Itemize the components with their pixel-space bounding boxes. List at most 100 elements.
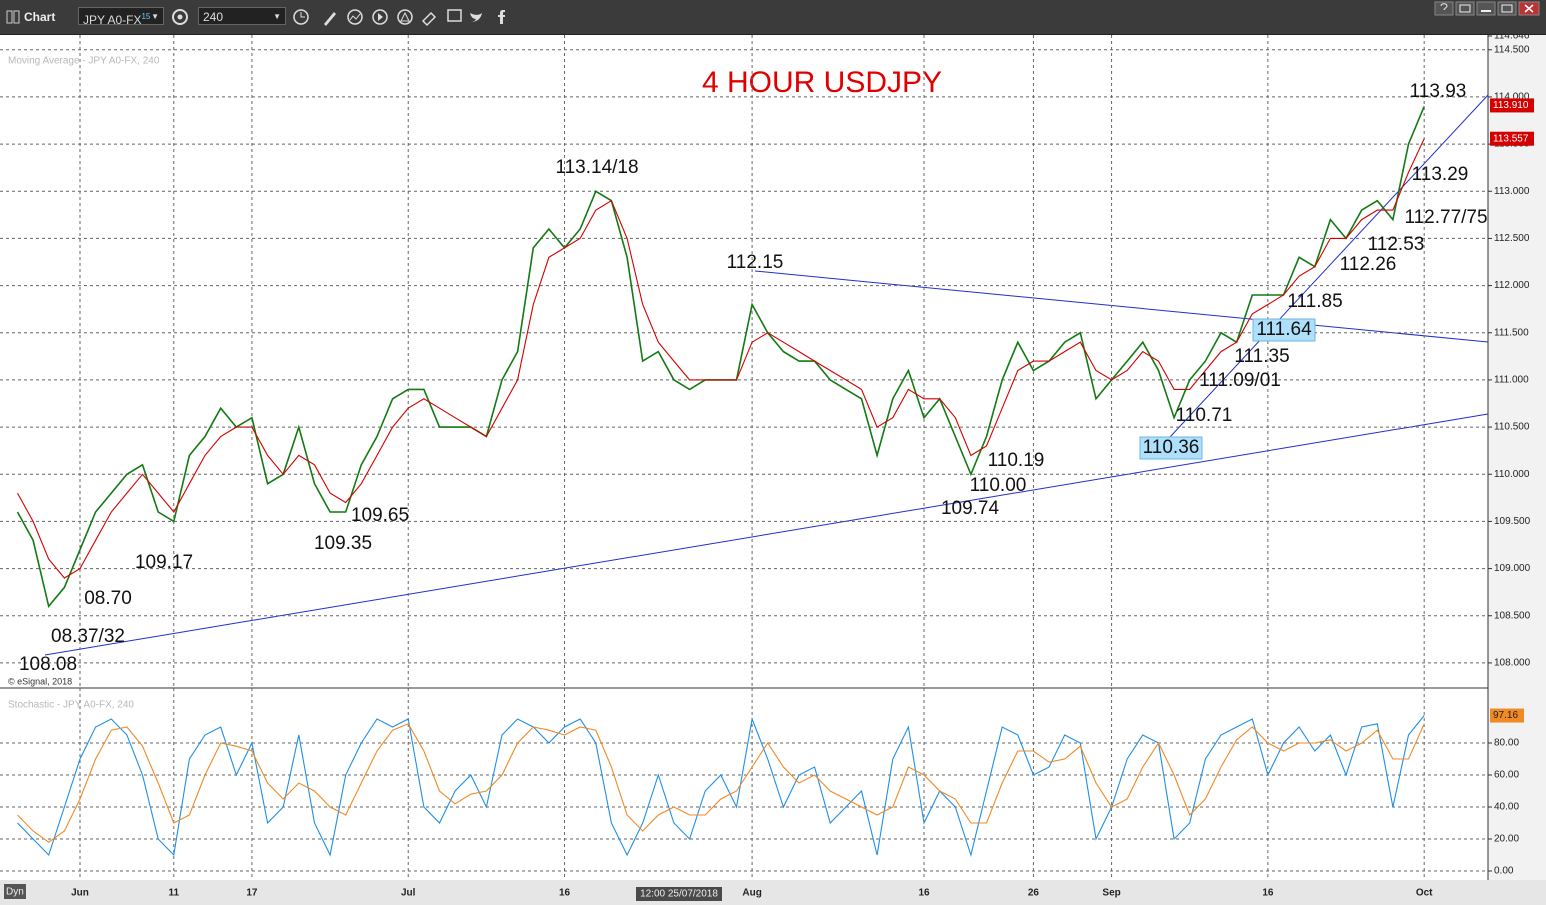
alert-tool[interactable] xyxy=(397,9,413,25)
price-tag xyxy=(1490,98,1534,113)
x-tick-label: 17 xyxy=(246,888,258,899)
interval: 240 xyxy=(203,10,224,24)
annotation: 108.08 xyxy=(19,654,77,675)
clock-tool[interactable] xyxy=(293,9,309,25)
x-tick-label: 16 xyxy=(918,888,930,899)
minimize-button[interactable] xyxy=(1476,1,1496,16)
annotation: 112.15 xyxy=(727,252,784,273)
y-tick-label: 111.000 xyxy=(1494,375,1529,386)
x-tick-label: Aug xyxy=(742,888,761,899)
y-tick-label: 80.00 xyxy=(1494,738,1519,749)
twitter-tool[interactable] xyxy=(470,13,482,22)
price-tag-label: 113.910 xyxy=(1493,100,1529,111)
y-tick-label: 0.00 xyxy=(1494,866,1514,877)
y-tick-label: 110.500 xyxy=(1494,422,1530,433)
annotation: 112.26 xyxy=(1340,254,1397,275)
annotation: 112.53 xyxy=(1368,234,1425,255)
mode-box[interactable] xyxy=(4,884,26,899)
chart: 4 HOUR USDJPY Moving Average - JPY A0-FX… xyxy=(0,35,1546,905)
y-tick-label: 111.500 xyxy=(1494,327,1529,338)
y-tick-label: 108.000 xyxy=(1494,658,1531,669)
series-line xyxy=(17,715,1425,858)
series-line xyxy=(16,106,1425,609)
annotation: 08.70 xyxy=(84,588,132,609)
window-title: Chart xyxy=(24,10,56,24)
annotation: 110.71 xyxy=(1176,405,1233,426)
x-tick-label: Sep xyxy=(1102,888,1120,899)
symbol: JPY A0-FX xyxy=(83,13,142,27)
annotation: 08.37/32 xyxy=(51,626,125,647)
symbol-input[interactable]: JPY A0-FX15 ▼ xyxy=(78,7,164,27)
pen-tool[interactable] xyxy=(324,12,336,26)
y-tick-label: 114.646 xyxy=(1494,35,1530,42)
stoch-tag-label: 97.16 xyxy=(1493,710,1518,721)
annotation: 110.00 xyxy=(970,475,1027,496)
y-tick-label: 112.500 xyxy=(1494,233,1530,244)
play-tool[interactable] xyxy=(372,9,388,25)
annotation: 111.35 xyxy=(1234,346,1289,367)
link-tool[interactable] xyxy=(421,11,437,27)
tool-icons xyxy=(293,9,505,27)
y-tick-label: 40.00 xyxy=(1494,802,1519,813)
crosshair-time: 12:00 25/07/2018 xyxy=(640,889,718,900)
toolbar: Chart JPY A0-FX15 ▼ 240 ▼ xyxy=(0,0,1546,35)
annotation: 113.29 xyxy=(1412,164,1469,185)
annotation: 111.64 xyxy=(1256,319,1312,340)
x-tick-label: Jul xyxy=(401,888,416,899)
annotation: 111.85 xyxy=(1287,291,1342,312)
stoch-tag xyxy=(1490,708,1524,723)
annotation: 109.65 xyxy=(351,505,409,526)
y-tick-label: 112.000 xyxy=(1494,280,1530,291)
ma-tag-label: 113.557 xyxy=(1493,133,1529,144)
y-tick-label: 109.500 xyxy=(1494,516,1531,527)
annotation: 109.17 xyxy=(135,552,193,573)
settings-button[interactable] xyxy=(170,7,190,27)
annotation-box xyxy=(1139,436,1203,460)
line-tool[interactable] xyxy=(347,9,363,25)
chart-title: 4 HOUR USDJPY xyxy=(702,66,942,99)
study-label: Stochastic - JPY A0-FX, 240 xyxy=(8,700,134,711)
y-tick-label: 109.000 xyxy=(1494,563,1531,574)
trend-line xyxy=(44,413,1489,656)
annotation: 109.35 xyxy=(314,533,372,554)
interval-input[interactable]: 240 ▼ xyxy=(198,7,286,25)
annotation-box xyxy=(1252,318,1316,342)
facebook-tool[interactable] xyxy=(498,10,505,24)
float-button[interactable] xyxy=(1455,1,1475,16)
annotation: 109.74 xyxy=(941,498,1000,519)
y-tick-label: 110.000 xyxy=(1494,469,1530,480)
x-tick-label: 16 xyxy=(1262,888,1274,899)
trend-line xyxy=(1169,94,1489,438)
y-tick-label: 60.00 xyxy=(1494,770,1519,781)
trend-line xyxy=(754,270,1489,343)
help-button[interactable] xyxy=(1434,1,1454,16)
annotation: 110.36 xyxy=(1143,437,1200,458)
annotation: 112.77/75 xyxy=(1404,207,1487,228)
y-tick-label: 20.00 xyxy=(1494,834,1519,845)
annotation: 113.14/18 xyxy=(555,157,638,178)
y-tick-label: 114.000 xyxy=(1494,92,1530,103)
series-line xyxy=(17,723,1425,843)
ma-tag xyxy=(1490,131,1534,146)
annotation: 110.19 xyxy=(988,450,1045,471)
x-tick-label: Jun xyxy=(71,888,89,899)
y-tick-label: 114.500 xyxy=(1494,44,1530,55)
study-label: Moving Average - JPY A0-FX, 240 xyxy=(8,56,160,67)
mode-label: Dyn xyxy=(6,887,24,898)
annotation: 113.93 xyxy=(1410,81,1467,102)
maximize-button[interactable] xyxy=(1497,1,1517,16)
credit: © eSignal, 2018 xyxy=(8,676,72,686)
x-tick-label: 11 xyxy=(168,888,179,899)
symbol-badge: 15 xyxy=(141,12,151,21)
comment-tool[interactable] xyxy=(447,9,462,22)
time-axis-bg xyxy=(0,880,1546,905)
window-controls xyxy=(1434,1,1540,16)
annotation: 111.09/01 xyxy=(1199,370,1281,391)
x-tick-label: Oct xyxy=(1416,888,1433,899)
price-axis-bg xyxy=(1488,35,1546,905)
y-tick-label: 108.500 xyxy=(1494,610,1531,621)
chart-icon xyxy=(6,10,20,24)
y-tick-label: 113.000 xyxy=(1494,186,1530,197)
x-tick-label: 16 xyxy=(559,888,571,899)
